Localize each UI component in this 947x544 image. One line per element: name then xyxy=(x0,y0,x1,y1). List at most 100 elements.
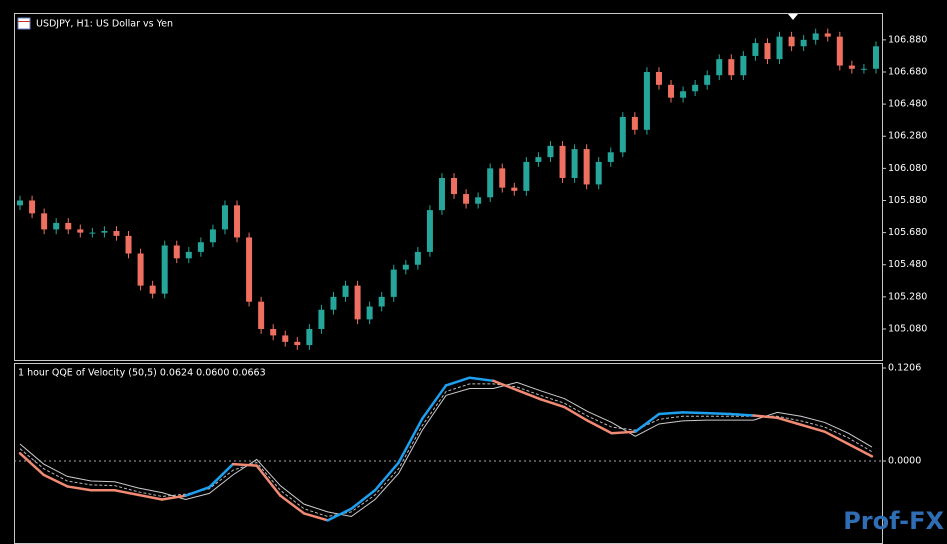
qqe-line xyxy=(776,416,803,426)
candle-body xyxy=(330,296,337,310)
candle-body xyxy=(29,200,36,214)
candle-body xyxy=(402,264,409,270)
candle-body xyxy=(197,242,204,252)
candle-body xyxy=(559,145,566,179)
candle-body xyxy=(53,222,60,230)
candle-body xyxy=(282,335,289,342)
qqe-line xyxy=(137,493,164,501)
qqe-line xyxy=(728,412,755,417)
candle-body xyxy=(571,149,578,179)
chart-title: USDJPY, H1: US Dollar vs Yen xyxy=(36,19,173,30)
qqe-line xyxy=(302,512,329,522)
candle-body xyxy=(390,269,397,297)
qqe-line xyxy=(279,494,306,515)
qqe-line xyxy=(563,405,590,423)
candle-body xyxy=(89,232,96,234)
candle-body xyxy=(414,251,421,265)
y-tick-label: 105.880 xyxy=(888,195,927,206)
current-bar-marker xyxy=(788,14,798,20)
qqe-line xyxy=(681,411,708,415)
candle-body xyxy=(246,237,253,302)
candle-body xyxy=(752,43,759,56)
qqe-line xyxy=(160,494,187,501)
candle-body xyxy=(294,341,301,346)
candle-body xyxy=(583,149,590,185)
qqe-line xyxy=(66,485,93,492)
candle-body xyxy=(426,210,433,252)
candle-body xyxy=(101,231,108,233)
candle-body xyxy=(149,285,156,294)
y-tick-label: 106.480 xyxy=(888,99,927,110)
qqe-line xyxy=(255,464,282,497)
watermark: Prof-FX xyxy=(843,507,944,535)
chart-icon xyxy=(17,17,31,30)
candle-body xyxy=(680,91,687,98)
qqe-line xyxy=(208,462,235,489)
y-tick-label: 106.280 xyxy=(888,131,927,142)
candle-body xyxy=(270,328,277,336)
qqe-line xyxy=(421,384,448,420)
candle-body xyxy=(595,161,602,185)
candle-body xyxy=(848,65,855,69)
qqe-line xyxy=(515,388,542,401)
y-tick-label: 0.0000 xyxy=(888,455,921,466)
candle-body xyxy=(776,36,783,60)
candle-body xyxy=(475,197,482,204)
candle-body xyxy=(451,178,458,195)
qqe-line xyxy=(350,489,377,511)
signal-line xyxy=(19,383,873,518)
candle-body xyxy=(511,187,518,191)
candle-body xyxy=(872,46,879,69)
qqe-line xyxy=(113,489,140,497)
candle-body xyxy=(137,253,144,286)
candle-body xyxy=(113,231,120,236)
qqe-line xyxy=(397,417,424,464)
qqe-line xyxy=(799,423,826,433)
qqe-line xyxy=(539,398,566,409)
signal-line xyxy=(19,381,873,518)
qqe-line xyxy=(657,411,684,416)
candle-body xyxy=(547,145,554,158)
candle-body xyxy=(643,71,650,130)
candle-body xyxy=(173,245,180,259)
candle-body xyxy=(234,205,241,238)
candle-body xyxy=(366,306,373,320)
candle-body xyxy=(704,75,711,85)
y-tick-label: 0.1206 xyxy=(888,363,921,374)
qqe-line xyxy=(586,419,613,435)
candle-body xyxy=(17,200,24,206)
candle-body xyxy=(463,194,470,204)
candle-body xyxy=(221,205,228,230)
qqe-line xyxy=(610,430,637,435)
y-tick-label: 105.680 xyxy=(888,227,927,238)
qqe-line xyxy=(847,442,874,458)
qqe-line xyxy=(326,507,353,522)
qqe-line xyxy=(468,376,495,383)
candle-body xyxy=(342,285,349,297)
candle-body xyxy=(692,84,699,92)
candle-body xyxy=(631,116,638,130)
candle-body xyxy=(619,116,626,153)
candle-body xyxy=(354,285,361,320)
candle-body xyxy=(161,245,168,294)
y-tick-label: 106.880 xyxy=(888,34,927,45)
candle-body xyxy=(499,168,506,188)
candle-body xyxy=(764,43,771,60)
candle-body xyxy=(209,229,216,243)
qqe-line xyxy=(373,461,400,492)
qqe-line xyxy=(184,485,211,497)
candle-body xyxy=(258,301,265,329)
qqe-line xyxy=(705,411,732,416)
candle-body xyxy=(788,36,795,47)
candle-body xyxy=(185,251,192,259)
y-tick-label: 106.080 xyxy=(888,163,927,174)
indicator-title: 1 hour QQE of Velocity (50,5) 0.0624 0.0… xyxy=(18,368,266,379)
y-tick-label: 105.080 xyxy=(888,323,927,334)
qqe-line xyxy=(634,412,661,433)
candle-body xyxy=(523,161,530,191)
qqe-line xyxy=(823,430,850,446)
candle-body xyxy=(77,229,84,233)
candle-body xyxy=(378,296,385,307)
candle-body xyxy=(318,309,325,329)
